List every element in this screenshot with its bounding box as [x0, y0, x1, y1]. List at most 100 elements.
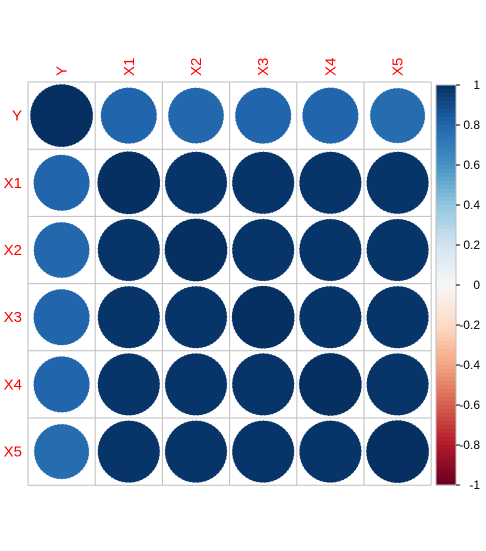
row-label-X3: X3	[4, 309, 22, 326]
cell-X3-X3	[231, 285, 296, 350]
colorbar-segment	[436, 293, 456, 298]
colorbar-segment	[436, 101, 456, 106]
colorbar-tick-label: -0.6	[459, 398, 480, 412]
cell-X5-X4	[298, 419, 363, 484]
color-legend: 1 0.8 0.6 0.4 0.2 0 -0.2 -0.4 -0.6 -0.8 -1	[435, 78, 480, 492]
cell-X4-X2	[164, 352, 228, 417]
colorbar-segment	[436, 473, 456, 478]
cell-X5-X3	[231, 419, 295, 484]
cell-X1-X1	[96, 150, 161, 215]
column-label-X4: X4	[322, 58, 339, 76]
colorbar-segment	[436, 225, 456, 230]
cell-X5-Y	[33, 423, 90, 480]
colorbar-segment	[436, 301, 456, 306]
cell-X3-X5	[365, 285, 430, 349]
colorbar-segment	[436, 141, 456, 146]
colorbar-segment	[436, 145, 456, 150]
colorbar-segment	[436, 317, 456, 322]
colorbar-segment	[436, 325, 456, 330]
colorbar-segment	[436, 357, 456, 362]
colorbar-segment	[436, 401, 456, 406]
colorbar-segment	[436, 249, 456, 254]
colorbar-segment	[436, 129, 456, 134]
cell-X5-X2	[164, 419, 228, 484]
colorbar-segment	[436, 133, 456, 138]
cell-X1-X2	[164, 151, 228, 215]
colorbar-segment	[436, 429, 456, 434]
cell-Y-X2	[167, 87, 225, 145]
colorbar-segment	[436, 361, 456, 366]
colorbar-segment	[436, 477, 456, 482]
colorbar-segment	[436, 305, 456, 310]
colorbar-segment	[436, 461, 456, 466]
colorbar-tick-label: -1	[469, 478, 480, 492]
colorbar-segment	[436, 117, 456, 122]
colorbar-segment	[436, 85, 456, 90]
colorbar-segment	[436, 333, 456, 338]
colorbar-segment	[436, 389, 456, 394]
cell-X2-Y	[33, 221, 91, 279]
row-label-X4: X4	[4, 376, 22, 393]
colorbar-tick-label: 0.4	[463, 198, 480, 212]
cell-X5-X5	[365, 419, 430, 484]
row-labels: Y X1 X2 X3 X4 X5	[4, 108, 22, 461]
colorbar-segment	[436, 105, 456, 110]
colorbar-segment	[436, 481, 456, 486]
colorbar-segment	[436, 241, 456, 246]
colorbar-segment	[436, 201, 456, 206]
colorbar-tick-label: -0.2	[459, 318, 480, 332]
colorbar-segment	[436, 329, 456, 334]
cell-X2-X2	[163, 217, 228, 282]
colorbar-segment	[436, 89, 456, 94]
column-label-X5: X5	[390, 58, 407, 76]
cell-X3-X4	[298, 285, 363, 349]
colorbar-segment	[436, 93, 456, 98]
colorbar-segment	[436, 185, 456, 190]
colorbar-segment	[436, 465, 456, 470]
colorbar-segment	[436, 217, 456, 222]
colorbar-segment	[436, 273, 456, 278]
colorbar-segment	[436, 365, 456, 370]
cell-X2-X3	[231, 218, 295, 282]
colorbar-segment	[436, 205, 456, 210]
column-labels: Y X1 X2 X3 X4 X5	[54, 58, 407, 76]
colorbar-segment	[436, 153, 456, 158]
cell-Y-X5	[369, 87, 426, 144]
cell-X5-X1	[97, 419, 161, 484]
colorbar-segment	[436, 233, 456, 238]
cell-X1-Y	[32, 154, 91, 212]
colorbar-segment	[436, 281, 456, 286]
cell-Y-X3	[234, 86, 292, 145]
colorbar-segment	[436, 177, 456, 182]
colorbar-segment	[436, 221, 456, 226]
row-label-X2: X2	[4, 242, 22, 259]
column-label-X2: X2	[188, 58, 205, 76]
colorbar-segment	[436, 213, 456, 218]
cell-Y-X1	[100, 86, 158, 145]
colorbar-segment	[436, 445, 456, 450]
colorbar-segment	[436, 369, 456, 374]
colorbar-segment	[436, 125, 456, 130]
colorbar-segment	[436, 169, 456, 174]
cell-X4-Y	[32, 355, 91, 414]
column-label-X3: X3	[255, 58, 272, 76]
colorbar-tick-label: 0	[473, 278, 480, 292]
colorbar-segment	[436, 297, 456, 302]
colorbar-segment	[436, 285, 456, 290]
colorbar-segment	[436, 437, 456, 442]
colorbar-segment	[436, 469, 456, 474]
cell-X4-X4	[298, 352, 363, 417]
colorbar-segment	[436, 337, 456, 342]
colorbar-tick-label: 0.2	[463, 238, 480, 252]
colorbar-segment	[436, 181, 456, 186]
matrix-grid	[27, 81, 432, 486]
colorbar-segment	[436, 257, 456, 262]
colorbar-segment	[436, 421, 456, 426]
colorbar-segment	[436, 149, 456, 154]
colorbar-segment	[436, 449, 456, 454]
colorbar-segment	[436, 393, 456, 398]
colorbar-segment	[436, 137, 456, 142]
cell-X3-X2	[164, 285, 228, 349]
colorbar-segment	[436, 197, 456, 202]
colorbar-segment	[436, 161, 456, 166]
